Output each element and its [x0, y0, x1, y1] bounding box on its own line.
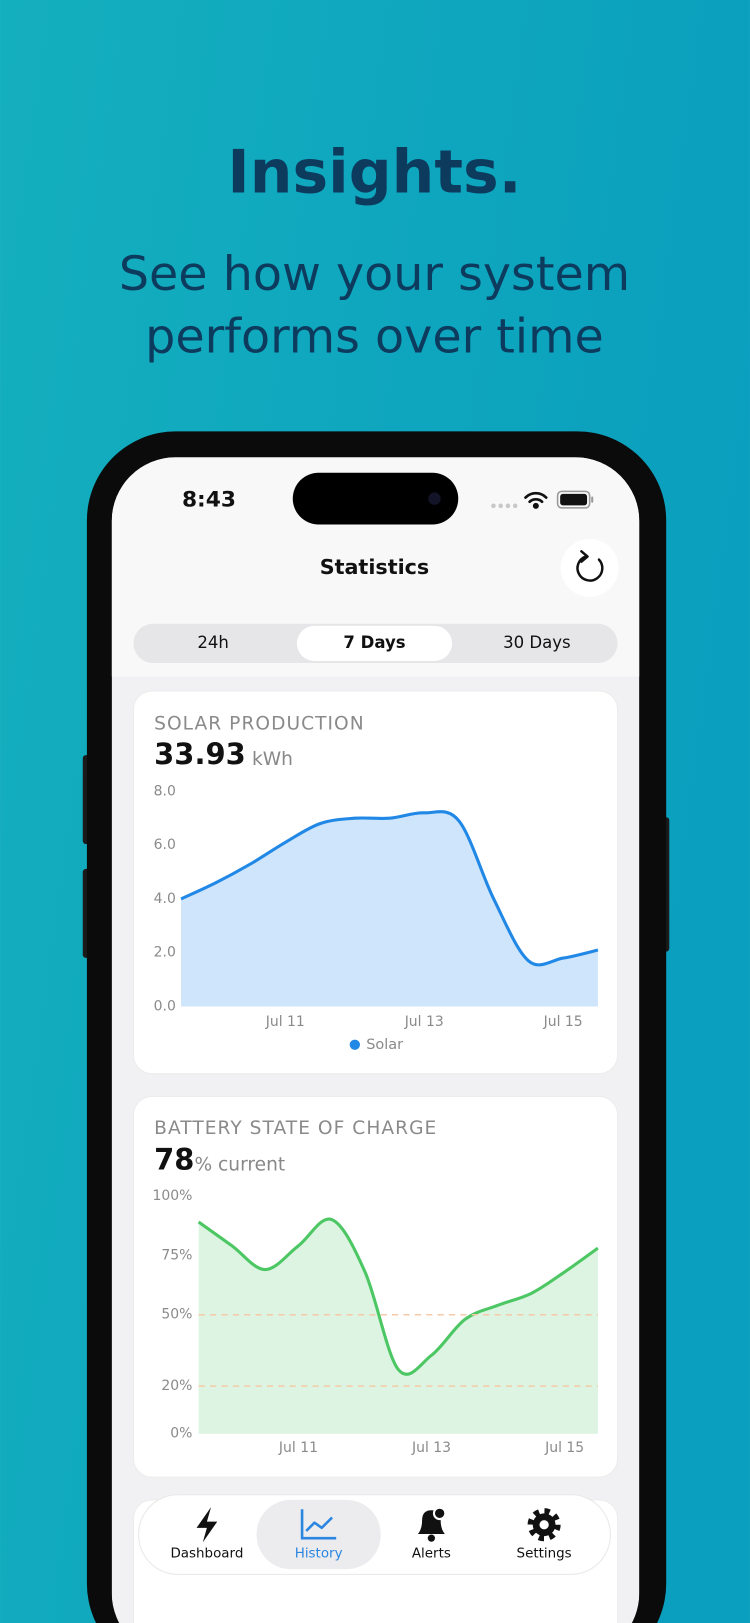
signal-dot [498, 503, 503, 509]
nav-title: Statistics [320, 555, 430, 579]
area [198, 1219, 598, 1434]
battery-cap [591, 496, 594, 503]
segment-selected[interactable] [296, 625, 453, 661]
y-tick-label: 20% [161, 1378, 192, 1394]
signal-dot [505, 503, 511, 509]
tab-item[interactable]: History [256, 1499, 381, 1570]
gear-hole[interactable] [539, 1520, 549, 1530]
tab-label[interactable]: Settings [517, 1547, 572, 1562]
tab-label[interactable]: Alerts [412, 1547, 451, 1562]
area [181, 811, 598, 1007]
refresh-circle[interactable] [560, 538, 619, 597]
refresh-arrow[interactable] [580, 550, 589, 563]
card-title: SOLAR PRODUCTION [154, 714, 365, 735]
tab-items: Dashboard History Alerts Settings [170, 1499, 572, 1570]
gear-teeth[interactable] [527, 1508, 561, 1542]
texts: Insights. See how your system performs o… [119, 137, 630, 578]
chart-icon-line[interactable] [305, 1516, 333, 1532]
tab-label[interactable]: Dashboard [170, 1547, 243, 1562]
headline: Insights. [227, 137, 521, 207]
wifi-icon [524, 491, 548, 509]
badge[interactable] [432, 1506, 447, 1521]
card-title: BATTERY STATE OF CHARGE [154, 1118, 437, 1139]
y-tick-label: 8.0 [154, 783, 176, 799]
headline-value: 78 [154, 1143, 194, 1177]
signal-dot [512, 503, 518, 509]
subheadline: performs over time [145, 309, 604, 364]
legend-marker [349, 1039, 361, 1050]
y-tick-label: 75% [161, 1247, 192, 1263]
wifi-arc [528, 497, 544, 504]
signal-dot [491, 503, 496, 509]
y-tick-label: 0% [170, 1426, 192, 1442]
bell-clapper[interactable] [427, 1534, 435, 1542]
segment-label[interactable]: 7 Days [343, 633, 405, 652]
camera [428, 492, 441, 505]
x-tick-label: Jul 11 [278, 1440, 318, 1456]
tab-label[interactable]: History [295, 1547, 343, 1562]
battery-outline [556, 490, 591, 509]
headline-unit: % current [194, 1154, 285, 1175]
x-tick-label: Jul 13 [411, 1440, 451, 1456]
refresh-button[interactable] [560, 538, 619, 597]
signal [491, 503, 518, 509]
headline-value: 33.93 [154, 737, 246, 771]
x-tick-label: Jul 15 [544, 1440, 584, 1456]
y-tick-label: 6.0 [154, 837, 176, 853]
bolt-icon[interactable] [196, 1507, 218, 1543]
tab-item[interactable]: Dashboard [170, 1507, 243, 1562]
segment-label[interactable]: 24h [197, 633, 229, 652]
x-tick-label: Jul 11 [265, 1014, 305, 1030]
line [197, 1217, 599, 1376]
y-tick-label: 2.0 [154, 945, 176, 961]
x-tick-label: Jul 15 [543, 1014, 583, 1030]
status-time: 8:43 [182, 488, 236, 513]
wifi-arc [524, 491, 548, 499]
wifi-dot [532, 502, 539, 509]
headline-unit: kWh [252, 749, 293, 770]
x-tick-label: Jul 13 [404, 1014, 444, 1030]
y-tick-label: 100% [153, 1188, 193, 1204]
chart-icon[interactable] [300, 1509, 337, 1540]
battery-level [560, 493, 588, 506]
y-tick-label: 4.0 [154, 891, 176, 907]
line [180, 810, 599, 967]
subheadline: See how your system [119, 247, 630, 302]
tab-selected-bg[interactable] [256, 1499, 381, 1570]
tab-item[interactable]: Settings [517, 1508, 572, 1562]
y-tick-label: 50% [161, 1307, 192, 1323]
dynamic-island [292, 472, 459, 525]
legend-label: Solar [366, 1037, 403, 1053]
tab-item[interactable]: Alerts [412, 1506, 451, 1562]
y-tick-label: 0.0 [154, 998, 176, 1014]
refresh-arc[interactable] [576, 555, 604, 582]
segment-label[interactable]: 30 Days [503, 633, 571, 652]
